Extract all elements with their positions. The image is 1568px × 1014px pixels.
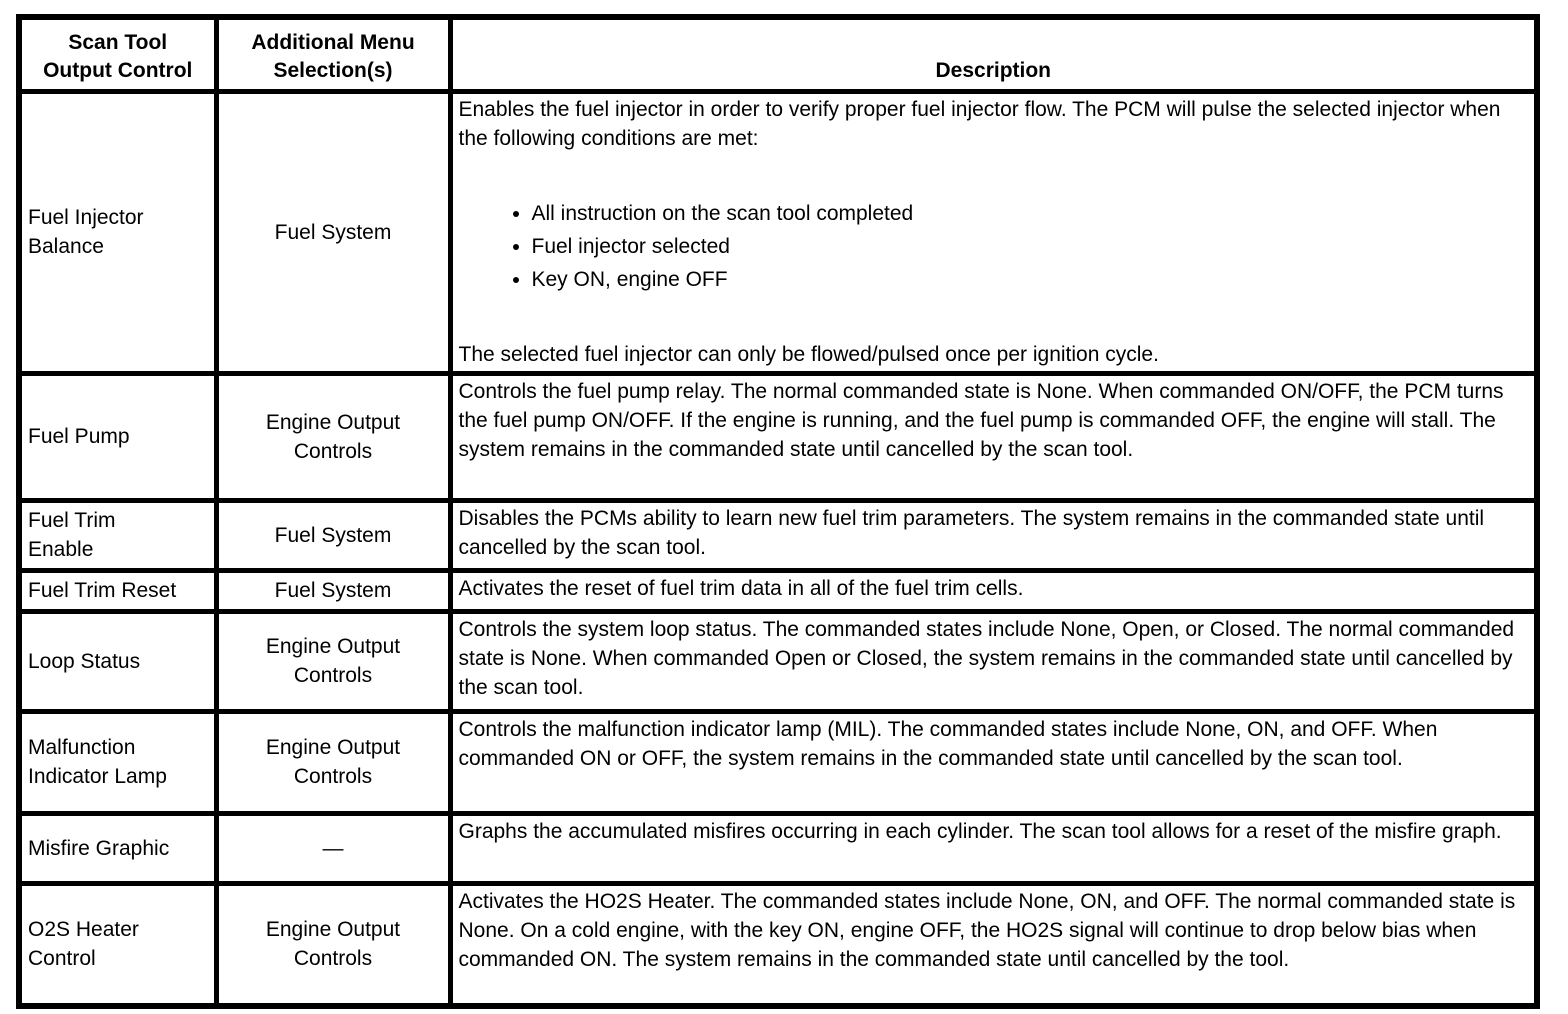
menu-selection: Fuel System: [213, 497, 453, 573]
control-name: Fuel Injector Balance: [16, 88, 219, 376]
control-name: Malfunction Indicator Lamp: [16, 708, 219, 816]
control-name: Loop Status: [16, 608, 219, 714]
control-name: Fuel Trim Enable: [16, 497, 219, 573]
control-name: Misfire Graphic: [16, 810, 219, 886]
header-description: Description: [447, 14, 1540, 94]
description-cell: Disables the PCMs ability to learn new f…: [447, 497, 1540, 573]
menu-selection: Engine Output Controls: [213, 608, 453, 714]
description-intro: Enables the fuel injector in order to ve…: [458, 97, 1501, 150]
menu-selection: Engine Output Controls: [213, 708, 453, 816]
description-cell: Controls the malfunction indicator lamp …: [447, 708, 1540, 816]
control-name: Fuel Pump: [16, 370, 219, 503]
menu-selection: Engine Output Controls: [213, 370, 453, 503]
header-row: Scan Tool Output Control Additional Menu…: [16, 14, 1540, 94]
control-name: Fuel Trim Reset: [16, 567, 219, 614]
description-cell: Controls the fuel pump relay. The normal…: [447, 370, 1540, 503]
description-outro: The selected fuel injector can only be f…: [458, 342, 1159, 366]
description-cell: Graphs the accumulated misfires occurrin…: [447, 810, 1540, 886]
table-row-fuel-pump: Fuel Pump Engine Output Controls Control…: [16, 370, 1540, 503]
table-row-o2s-heater-control: O2S Heater Control Engine Output Control…: [16, 880, 1540, 1009]
scan-tool-output-controls-table: Scan Tool Output Control Additional Menu…: [16, 14, 1540, 1009]
list-item: Key ON, engine OFF: [532, 263, 1521, 296]
menu-selection-dash: —: [213, 810, 453, 886]
description-cell: Controls the system loop status. The com…: [447, 608, 1540, 714]
list-item: All instruction on the scan tool complet…: [532, 197, 1521, 230]
header-additional-menu-selections: Additional Menu Selection(s): [213, 14, 453, 94]
table-row-fuel-trim-enable: Fuel Trim Enable Fuel System Disables th…: [16, 497, 1540, 573]
control-name: O2S Heater Control: [16, 880, 219, 1009]
menu-selection: Engine Output Controls: [213, 880, 453, 1009]
list-item: Fuel injector selected: [532, 230, 1521, 263]
menu-selection: Fuel System: [213, 567, 453, 614]
menu-selection: Fuel System: [213, 88, 453, 376]
table-row-misfire-graphic: Misfire Graphic — Graphs the accumulated…: [16, 810, 1540, 886]
conditions-list: All instruction on the scan tool complet…: [459, 197, 1521, 296]
table-row-fuel-trim-reset: Fuel Trim Reset Fuel System Activates th…: [16, 567, 1540, 614]
header-scan-tool-output-control: Scan Tool Output Control: [16, 14, 219, 94]
description-cell: Activates the HO2S Heater. The commanded…: [447, 880, 1540, 1009]
description-cell: Activates the reset of fuel trim data in…: [447, 567, 1540, 614]
table-row-malfunction-indicator-lamp: Malfunction Indicator Lamp Engine Output…: [16, 708, 1540, 816]
description-cell: Enables the fuel injector in order to ve…: [447, 88, 1540, 376]
table-row-loop-status: Loop Status Engine Output Controls Contr…: [16, 608, 1540, 714]
table-row-fuel-injector-balance: Fuel Injector Balance Fuel System Enable…: [16, 88, 1540, 376]
